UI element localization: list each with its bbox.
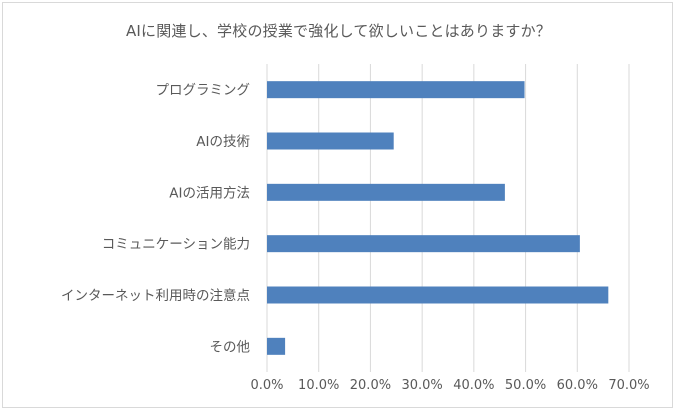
category-label: AIの技術: [196, 134, 250, 150]
category-label: インターネット利用時の注意点: [61, 287, 250, 304]
category-label: プログラミング: [156, 83, 251, 99]
bars: [267, 81, 609, 355]
tick-label: 0.0%: [250, 378, 283, 393]
category-label: その他: [210, 339, 251, 355]
bar: [267, 183, 505, 201]
category-label: AIの活用方法: [169, 185, 250, 201]
bar: [267, 286, 609, 304]
gridlines: [266, 64, 630, 372]
bar: [267, 235, 580, 253]
chart-title: AIに関連し、学校の授業で強化して欲しいことはありますか？: [125, 22, 552, 40]
bar: [267, 337, 286, 355]
tick-label: 30.0%: [401, 378, 442, 393]
category-labels: プログラミング AIの技術 AIの活用方法コミュニケーション能力インターネット利用時…: [61, 83, 250, 356]
tick-label: 60.0%: [557, 378, 598, 393]
bar: [267, 81, 525, 99]
tick-label: 20.0%: [350, 378, 391, 393]
tick-labels: 0.0% 10.0% 20.0% 30.0% 40.0% 50.0% 60.0% 70.0%: [250, 378, 649, 393]
tick-label: 40.0%: [453, 378, 494, 393]
bar: [267, 132, 394, 150]
tick-label: 10.0%: [298, 378, 339, 393]
category-label: コミュニケーション能力: [102, 237, 250, 253]
chart-frame: [2, 2, 673, 408]
tick-label: 50.0%: [505, 378, 546, 393]
tick-label: 70.0%: [608, 378, 649, 393]
